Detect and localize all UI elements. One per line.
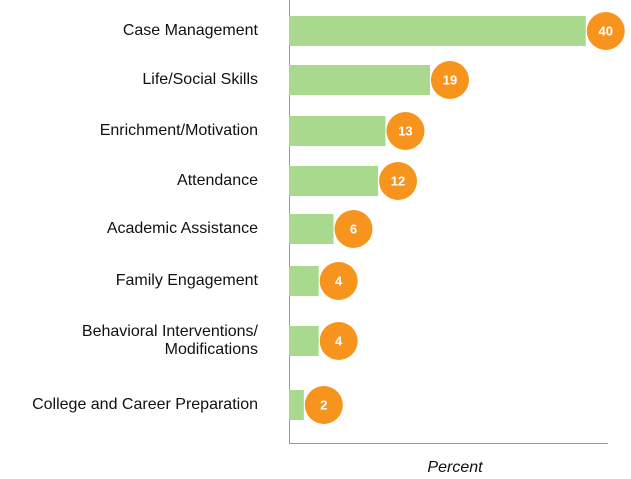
value-label: 6	[350, 222, 357, 237]
value-badge	[319, 262, 358, 300]
value-label: 40	[599, 24, 613, 39]
value-badge	[319, 322, 358, 360]
bar	[289, 326, 319, 356]
value-badge	[334, 210, 373, 248]
value-label: 4	[335, 274, 343, 289]
value-badge	[304, 386, 343, 424]
bar	[289, 65, 430, 95]
x-axis-label: Percent	[427, 459, 483, 476]
value-label: 13	[398, 124, 412, 139]
category-label: Enrichment/Motivation	[99, 122, 258, 139]
category-label: Attendance	[177, 172, 258, 189]
value-badge	[586, 12, 625, 50]
category-label: Life/Social Skills	[142, 71, 258, 88]
value-label: 4	[335, 334, 343, 349]
value-badge	[379, 162, 418, 200]
bar	[289, 390, 304, 420]
bar	[289, 266, 319, 296]
bar	[289, 16, 586, 46]
value-label: 2	[320, 398, 327, 413]
category-label: Case Management	[122, 22, 258, 39]
category-label: Family Engagement	[115, 272, 258, 289]
bar	[289, 166, 379, 196]
bar	[289, 116, 386, 146]
category-label: College and Career Preparation	[32, 396, 258, 413]
value-label: 12	[391, 174, 405, 189]
category-label: Behavioral Interventions/ Modifications	[81, 323, 258, 358]
bar	[289, 214, 334, 244]
value-label: 19	[443, 73, 457, 88]
value-badge	[386, 112, 425, 150]
value-badge	[430, 61, 469, 99]
category-label: Academic Assistance	[106, 220, 258, 237]
